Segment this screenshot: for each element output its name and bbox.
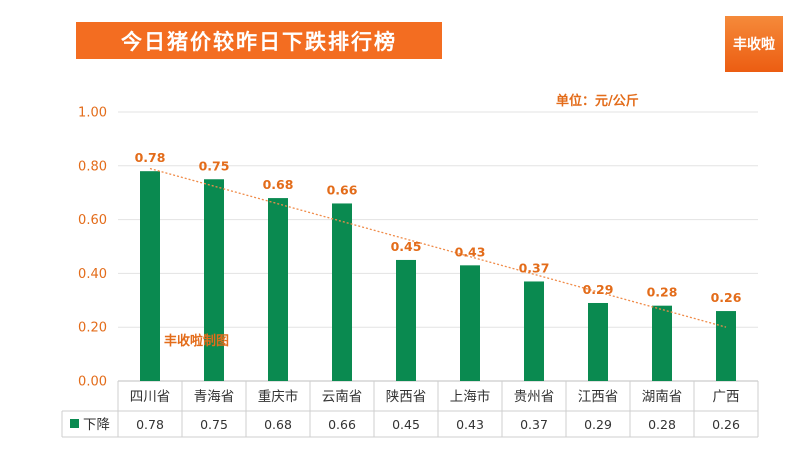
data-label: 0.68 <box>263 177 294 192</box>
table-value: 0.78 <box>136 417 164 432</box>
category-label: 江西省 <box>578 389 619 405</box>
legend-swatch <box>70 419 79 428</box>
table-value: 0.68 <box>264 417 292 432</box>
table-value: 0.45 <box>392 417 420 432</box>
watermark: 丰收啦制图 <box>164 334 230 349</box>
category-label: 上海市 <box>450 388 491 405</box>
y-tick-label: 0.60 <box>78 213 107 228</box>
category-label: 青海省 <box>194 389 235 405</box>
data-label: 0.28 <box>647 285 678 300</box>
category-label: 陕西省 <box>386 389 427 405</box>
category-label: 云南省 <box>322 389 363 405</box>
category-label: 湖南省 <box>642 389 683 405</box>
brand-logo: 丰收啦 <box>725 16 783 72</box>
bar <box>588 302 608 381</box>
y-tick-label: 0.80 <box>78 159 107 174</box>
bars <box>140 171 736 381</box>
table-value: 0.66 <box>328 417 356 432</box>
unit-label: 单位：元/公斤 <box>556 94 639 109</box>
category-label: 贵州省 <box>514 389 555 405</box>
y-tick-label: 1.00 <box>78 106 107 121</box>
y-tick-label: 0.00 <box>78 375 107 390</box>
data-label: 0.43 <box>455 244 486 259</box>
data-label: 0.26 <box>711 290 742 305</box>
table-value: 0.43 <box>456 417 484 432</box>
table-value: 0.28 <box>648 417 676 432</box>
table-value: 0.29 <box>584 417 612 432</box>
data-label: 0.45 <box>391 239 422 254</box>
data-label: 0.29 <box>583 282 614 297</box>
category-label: 广西 <box>713 389 740 405</box>
table-value: 0.37 <box>520 417 548 432</box>
trendline <box>149 167 727 328</box>
table-value: 0.26 <box>712 417 740 432</box>
category-label: 重庆市 <box>258 388 299 405</box>
category-label: 四川省 <box>130 389 171 405</box>
y-tick-label: 0.20 <box>78 321 107 336</box>
data-label: 0.66 <box>327 182 358 197</box>
bar <box>140 171 160 381</box>
data-label: 0.37 <box>519 260 550 275</box>
bar <box>716 311 736 381</box>
data-label: 0.75 <box>199 158 230 173</box>
data-labels: 0.78 0.75 0.68 0.66 0.45 0.43 0.37 0.29 0.28 0.26 <box>135 150 742 305</box>
bar <box>460 265 480 381</box>
bar <box>652 305 672 381</box>
bar <box>524 281 544 381</box>
y-axis: 0.00 0.20 0.40 0.60 0.80 1.00 <box>78 106 107 390</box>
chart-title: 今日猪价较昨日下跌排行榜 <box>76 22 442 59</box>
trendline-path <box>149 167 727 328</box>
bar <box>332 203 352 381</box>
bar <box>268 198 288 381</box>
table-value: 0.75 <box>200 417 228 432</box>
data-label: 0.78 <box>135 150 166 165</box>
bar <box>204 179 224 381</box>
bar <box>396 259 416 381</box>
legend-label: 下降 <box>83 417 110 433</box>
y-tick-label: 0.40 <box>78 267 107 282</box>
data-table: 四川省 0.78 青海省 0.75 重庆市 0.68 云南省 0.66 陕西省 0.45 上海市 0.… <box>61 381 759 438</box>
